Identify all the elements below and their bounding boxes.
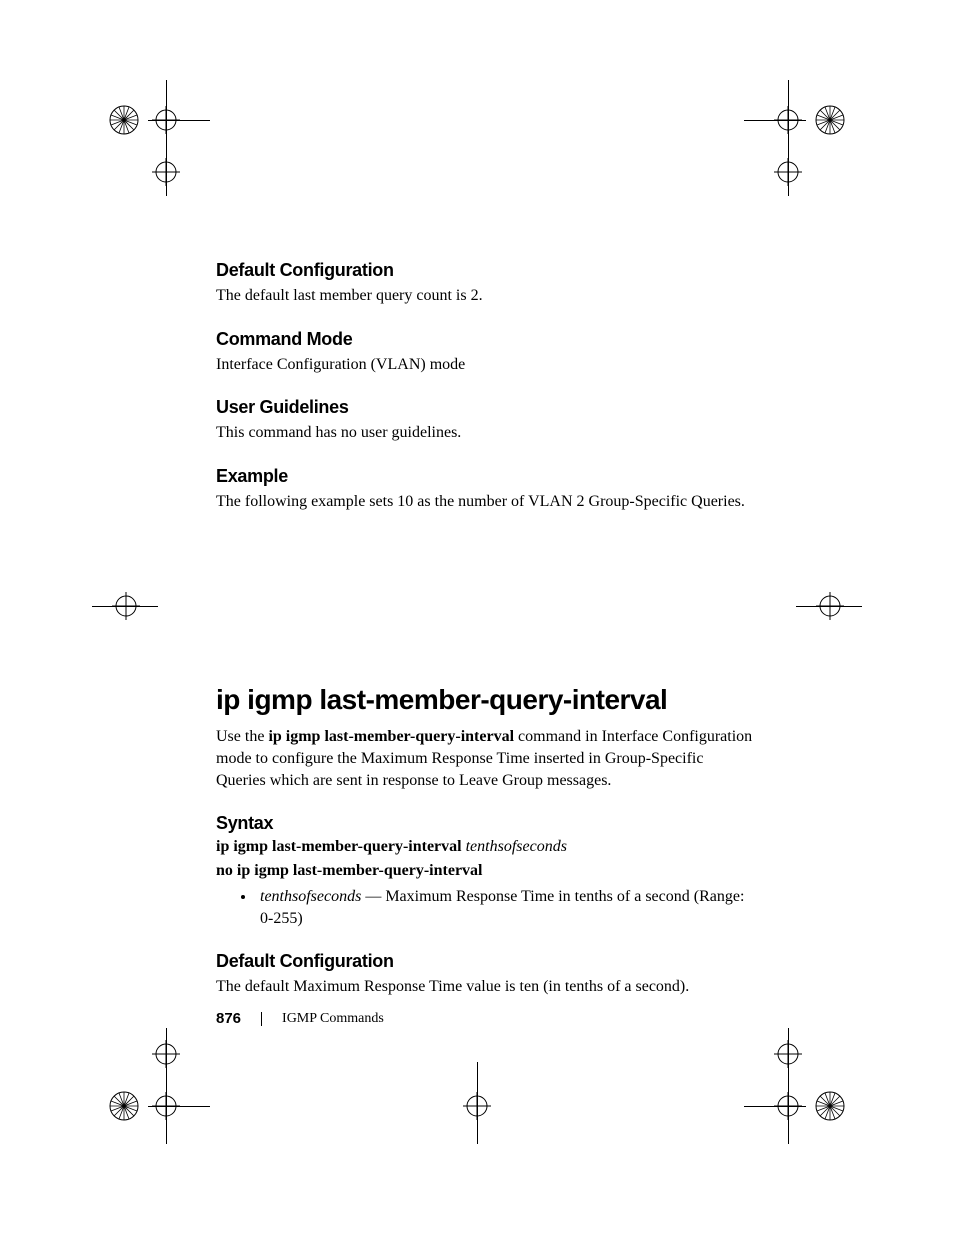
text-default-config-1: The default last member query count is 2… <box>216 285 756 307</box>
heading-example: Example <box>216 466 756 487</box>
registration-mark-icon <box>774 1092 802 1120</box>
heading-command-mode: Command Mode <box>216 329 756 350</box>
rosette-mark-icon <box>814 104 846 136</box>
content-column: Default Configuration The default last m… <box>216 260 756 1020</box>
text-example: The following example sets 10 as the num… <box>216 491 756 513</box>
command-description: Use the ip igmp last-member-query-interv… <box>216 726 756 791</box>
registration-mark-icon <box>774 1040 802 1068</box>
footer-divider <box>261 1012 262 1026</box>
syntax2-bold: no ip igmp last-member-query-interval <box>216 862 482 879</box>
page-number: 876 <box>216 1010 241 1027</box>
registration-mark-icon <box>152 1092 180 1120</box>
registration-mark-icon <box>463 1092 491 1120</box>
heading-user-guidelines: User Guidelines <box>216 397 756 418</box>
text-user-guidelines: This command has no user guidelines. <box>216 422 756 444</box>
param-italic: tenthsofseconds <box>260 888 361 905</box>
desc-pre: Use the <box>216 728 268 745</box>
footer-section: IGMP Commands <box>282 1011 384 1027</box>
desc-bold: ip igmp last-member-query-interval <box>268 728 514 745</box>
syntax1-bold: ip igmp last-member-query-interval <box>216 838 466 855</box>
registration-mark-icon <box>152 1040 180 1068</box>
registration-mark-icon <box>816 592 844 620</box>
page-footer: 876 IGMP Commands <box>216 1010 384 1027</box>
text-default-config-2: The default Maximum Response Time value … <box>216 976 756 998</box>
registration-mark-icon <box>774 106 802 134</box>
rosette-mark-icon <box>108 104 140 136</box>
param-list: tenthsofseconds — Maximum Response Time … <box>216 886 756 929</box>
rosette-mark-icon <box>814 1090 846 1122</box>
registration-mark-icon <box>774 158 802 186</box>
registration-mark-icon <box>112 592 140 620</box>
registration-mark-icon <box>152 106 180 134</box>
syntax-line-1: ip igmp last-member-query-interval tenth… <box>216 838 756 856</box>
syntax-line-2: no ip igmp last-member-query-interval <box>216 862 756 880</box>
page: Default Configuration The default last m… <box>0 0 954 1235</box>
text-command-mode: Interface Configuration (VLAN) mode <box>216 354 756 376</box>
registration-mark-icon <box>152 158 180 186</box>
heading-default-config-2: Default Configuration <box>216 951 756 972</box>
heading-syntax: Syntax <box>216 813 756 834</box>
rosette-mark-icon <box>108 1090 140 1122</box>
param-item: tenthsofseconds — Maximum Response Time … <box>256 886 756 929</box>
heading-default-config-1: Default Configuration <box>216 260 756 281</box>
command-title: ip igmp last-member-query-interval <box>216 684 756 716</box>
syntax1-italic: tenthsofseconds <box>466 838 567 855</box>
spacer <box>216 534 756 684</box>
